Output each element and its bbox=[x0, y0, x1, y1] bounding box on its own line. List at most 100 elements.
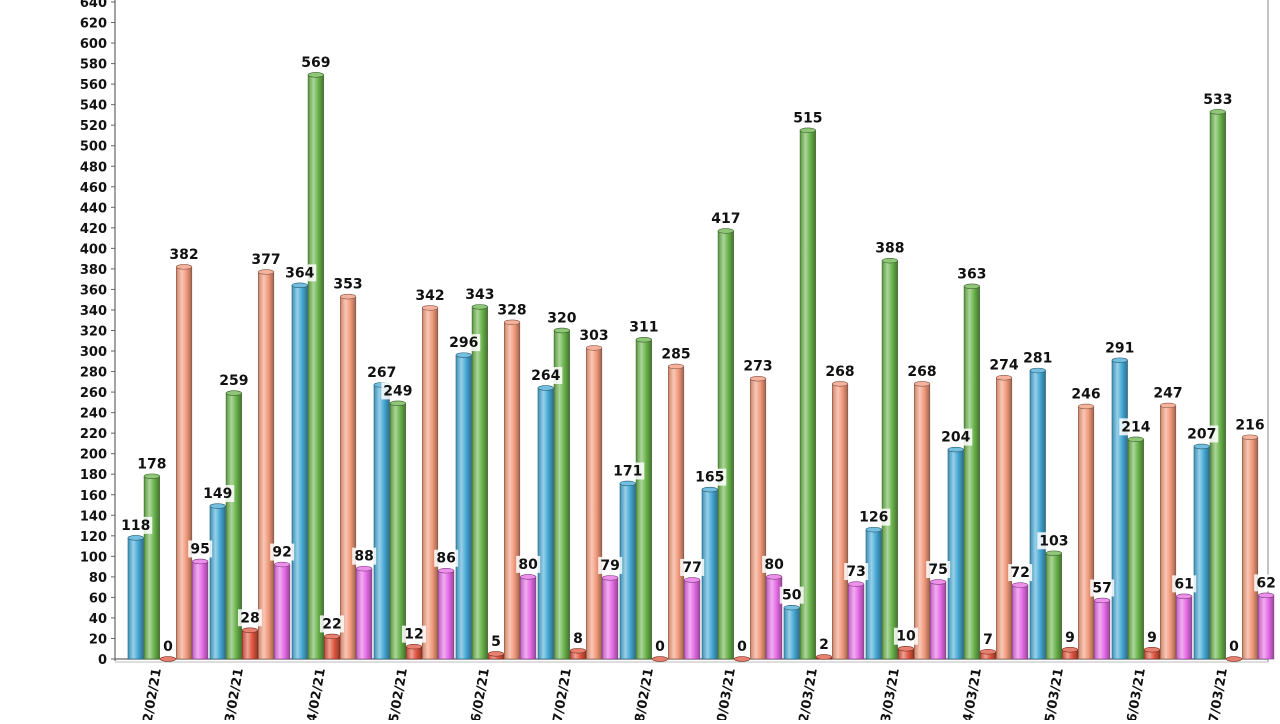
y-tick-label: 480 bbox=[80, 160, 107, 175]
bar bbox=[553, 327, 570, 660]
bar bbox=[979, 649, 997, 660]
bar bbox=[192, 558, 209, 660]
data-label-bg bbox=[1008, 564, 1033, 582]
bar bbox=[947, 446, 964, 660]
data-label-bg bbox=[135, 455, 169, 473]
data-label: 281 bbox=[1023, 351, 1052, 367]
data-label: 171 bbox=[613, 463, 642, 479]
bar-cap bbox=[831, 381, 849, 387]
data-label: 268 bbox=[907, 364, 936, 380]
data-label-bg bbox=[1037, 532, 1071, 550]
data-label-bg bbox=[926, 561, 951, 579]
bar-cap bbox=[1193, 443, 1210, 450]
bar bbox=[1160, 402, 1177, 660]
bar-cap bbox=[1225, 656, 1242, 662]
bar-cap bbox=[241, 627, 258, 633]
data-label: 342 bbox=[415, 288, 444, 304]
bar-body bbox=[1094, 600, 1111, 660]
bar-cap bbox=[635, 337, 652, 343]
bar-cap bbox=[963, 283, 980, 290]
bar bbox=[1258, 592, 1275, 660]
bar-body bbox=[1029, 370, 1046, 660]
data-label: 216 bbox=[1235, 417, 1264, 433]
bar bbox=[963, 283, 980, 660]
bar-body bbox=[766, 576, 783, 660]
bar-body bbox=[257, 271, 275, 660]
bar-body bbox=[537, 387, 554, 660]
bar bbox=[619, 480, 636, 660]
data-label: 388 bbox=[875, 241, 904, 257]
bar-cap bbox=[684, 577, 701, 583]
data-label: 377 bbox=[251, 252, 280, 268]
bar-body bbox=[1012, 584, 1029, 660]
bar bbox=[701, 486, 718, 660]
data-label: 285 bbox=[661, 346, 690, 362]
bar-body bbox=[848, 583, 865, 660]
data-label: 320 bbox=[547, 311, 576, 327]
y-tick-label: 140 bbox=[80, 509, 107, 524]
bar-body bbox=[503, 321, 521, 660]
bar bbox=[455, 352, 472, 660]
bar-cap bbox=[1176, 593, 1193, 600]
bar bbox=[373, 382, 390, 660]
bar bbox=[339, 293, 357, 660]
bar-body bbox=[963, 286, 980, 660]
bar bbox=[1176, 593, 1193, 660]
data-label-bg bbox=[249, 250, 283, 268]
data-label: 103 bbox=[1039, 533, 1068, 549]
bar bbox=[307, 72, 324, 660]
bar-body bbox=[635, 339, 652, 660]
data-label-bg bbox=[160, 638, 176, 655]
bar bbox=[848, 581, 865, 660]
bar bbox=[635, 337, 652, 660]
bar-body bbox=[176, 266, 193, 660]
data-label-bg bbox=[693, 468, 727, 486]
bar-body bbox=[455, 354, 472, 660]
x-tick-label: 3/03/21 bbox=[879, 667, 903, 720]
y-tick-label: 620 bbox=[80, 17, 107, 32]
bar-body bbox=[783, 607, 800, 660]
data-label-bg bbox=[217, 372, 251, 390]
data-label-bg bbox=[188, 540, 213, 558]
bar-cap bbox=[225, 390, 242, 396]
data-label-bg bbox=[463, 285, 497, 303]
data-label-bg bbox=[545, 309, 579, 327]
y-tick-label: 20 bbox=[89, 632, 107, 647]
data-label: 0 bbox=[655, 639, 665, 655]
y-tick-label: 320 bbox=[80, 325, 107, 340]
bar-cap bbox=[503, 319, 521, 325]
x-tick-label: 7/03/21 bbox=[1207, 667, 1231, 720]
bar-body bbox=[930, 581, 947, 660]
bar bbox=[1061, 647, 1078, 660]
data-label: 118 bbox=[121, 518, 150, 534]
x-tick-label: 3/02/21 bbox=[223, 667, 247, 720]
data-label: 353 bbox=[333, 277, 362, 293]
bar bbox=[881, 257, 898, 660]
bar-body bbox=[192, 561, 209, 660]
data-label-bg bbox=[1233, 416, 1267, 434]
bar-cap bbox=[602, 575, 619, 581]
data-label: 9 bbox=[1147, 630, 1157, 646]
bar-cap bbox=[127, 535, 144, 541]
bar-body bbox=[339, 296, 357, 660]
x-tick-label: 6/02/21 bbox=[469, 667, 493, 720]
y-tick-label: 340 bbox=[80, 304, 107, 319]
data-label-bg bbox=[939, 428, 973, 446]
data-label: 178 bbox=[137, 456, 166, 472]
bar bbox=[1111, 357, 1128, 660]
bar-body bbox=[438, 570, 455, 660]
data-label: 274 bbox=[989, 358, 1018, 374]
data-label: 214 bbox=[1121, 419, 1150, 435]
bar-cap bbox=[405, 643, 423, 650]
data-label: 165 bbox=[695, 470, 724, 486]
data-label-bg bbox=[680, 558, 705, 576]
bar-cap bbox=[356, 565, 373, 572]
data-label-bg bbox=[893, 627, 918, 645]
y-tick-label: 220 bbox=[80, 427, 107, 442]
data-label: 80 bbox=[764, 557, 784, 573]
data-label-bg bbox=[495, 301, 529, 319]
bar-body bbox=[1209, 111, 1226, 660]
bar bbox=[684, 577, 701, 660]
